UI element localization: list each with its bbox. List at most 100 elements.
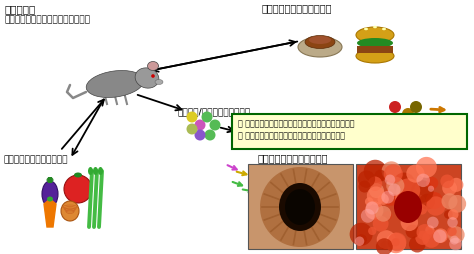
Circle shape — [204, 130, 216, 141]
Circle shape — [449, 238, 462, 250]
Ellipse shape — [42, 181, 58, 207]
Circle shape — [415, 231, 429, 245]
Circle shape — [419, 194, 435, 210]
Ellipse shape — [305, 36, 335, 49]
Circle shape — [186, 112, 198, 123]
Circle shape — [396, 179, 420, 202]
Ellipse shape — [356, 28, 394, 44]
Circle shape — [406, 225, 419, 238]
Circle shape — [417, 224, 433, 240]
Ellipse shape — [147, 62, 158, 71]
Ellipse shape — [47, 197, 53, 202]
Circle shape — [194, 120, 206, 131]
Ellipse shape — [61, 201, 79, 221]
Text: ・ 短鎖脂肪酸受容体・アミノ酸トランスポーター解析: ・ 短鎖脂肪酸受容体・アミノ酸トランスポーター解析 — [238, 119, 355, 128]
Circle shape — [410, 195, 426, 210]
Circle shape — [402, 108, 414, 121]
Circle shape — [417, 174, 430, 187]
Circle shape — [427, 217, 438, 228]
Circle shape — [378, 194, 389, 205]
Circle shape — [425, 226, 435, 235]
Ellipse shape — [93, 167, 98, 175]
Circle shape — [383, 165, 403, 184]
Circle shape — [428, 186, 434, 192]
FancyBboxPatch shape — [233, 114, 467, 149]
Text: ・ 腸内細菌叢の網羅的解析・メタボロミクス解析: ・ 腸内細菌叢の網羅的解析・メタボロミクス解析 — [238, 131, 345, 139]
Circle shape — [388, 184, 401, 196]
Circle shape — [373, 216, 389, 232]
Circle shape — [210, 120, 220, 131]
Circle shape — [385, 167, 403, 185]
Circle shape — [407, 198, 416, 207]
Circle shape — [426, 177, 438, 189]
Circle shape — [151, 75, 155, 78]
Circle shape — [367, 187, 385, 205]
Ellipse shape — [298, 38, 342, 58]
Circle shape — [383, 211, 392, 220]
Circle shape — [201, 112, 212, 123]
Circle shape — [449, 178, 464, 192]
Circle shape — [395, 193, 406, 204]
Circle shape — [382, 191, 394, 204]
Text: 食餌内容を制御（特殊食）: 食餌内容を制御（特殊食） — [3, 154, 67, 163]
Text: 腸炎モデル: 腸炎モデル — [4, 4, 35, 14]
Circle shape — [388, 233, 407, 251]
Circle shape — [194, 130, 206, 141]
Circle shape — [447, 217, 458, 228]
Circle shape — [401, 214, 418, 231]
Circle shape — [350, 223, 373, 246]
Circle shape — [448, 209, 458, 220]
Circle shape — [447, 226, 465, 243]
Circle shape — [383, 189, 399, 206]
Circle shape — [364, 160, 387, 183]
Text: （自然発症型大腸炎、薬剤性腸炎）: （自然発症型大腸炎、薬剤性腸炎） — [4, 15, 90, 24]
Circle shape — [416, 157, 437, 178]
Ellipse shape — [155, 80, 163, 85]
Circle shape — [385, 175, 395, 185]
Ellipse shape — [74, 173, 82, 178]
Circle shape — [369, 183, 384, 198]
Ellipse shape — [364, 29, 368, 31]
Circle shape — [410, 193, 419, 202]
Bar — [248, 164, 353, 249]
Circle shape — [389, 102, 401, 114]
Circle shape — [412, 202, 420, 210]
Circle shape — [411, 181, 434, 203]
Ellipse shape — [373, 27, 377, 29]
Bar — [356, 164, 461, 249]
Circle shape — [356, 234, 367, 245]
Ellipse shape — [88, 167, 93, 175]
Ellipse shape — [46, 177, 54, 183]
Ellipse shape — [394, 191, 422, 223]
Ellipse shape — [309, 37, 331, 45]
Circle shape — [368, 177, 382, 191]
Circle shape — [444, 210, 453, 219]
Circle shape — [433, 229, 448, 243]
Ellipse shape — [357, 39, 393, 49]
Circle shape — [260, 167, 340, 247]
Ellipse shape — [279, 183, 321, 231]
Circle shape — [365, 198, 374, 206]
Circle shape — [64, 175, 92, 203]
Circle shape — [450, 236, 459, 245]
Bar — [48, 177, 52, 183]
Ellipse shape — [382, 29, 386, 31]
Circle shape — [365, 202, 379, 215]
Circle shape — [377, 230, 396, 249]
Circle shape — [392, 238, 400, 246]
Circle shape — [441, 193, 457, 209]
Circle shape — [417, 204, 427, 215]
Circle shape — [442, 181, 457, 196]
Text: 腸炎発症や病勢への影響？: 腸炎発症や病勢への影響？ — [258, 152, 328, 162]
Circle shape — [447, 227, 457, 236]
Circle shape — [388, 174, 396, 182]
Circle shape — [376, 238, 393, 254]
Circle shape — [355, 236, 365, 246]
Ellipse shape — [98, 167, 103, 175]
Circle shape — [358, 171, 375, 188]
Circle shape — [381, 241, 389, 249]
Text: 食餌内容を制御（特殊食）: 食餌内容を制御（特殊食） — [262, 3, 332, 13]
Ellipse shape — [86, 71, 144, 98]
Circle shape — [406, 165, 425, 183]
Polygon shape — [44, 199, 56, 227]
